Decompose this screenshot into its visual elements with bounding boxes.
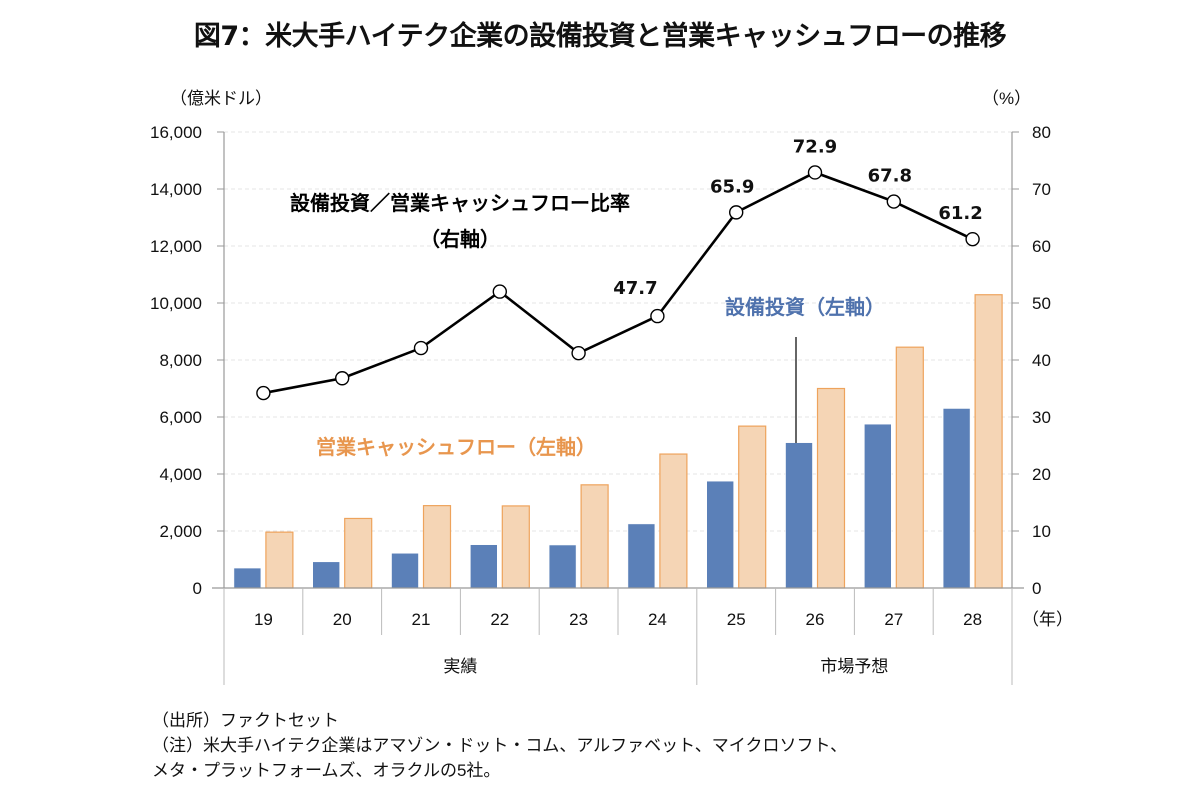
ratio-line-series <box>256 165 980 401</box>
ratio-marker <box>413 340 429 356</box>
left-axis-tick-label: 16,000 <box>150 123 202 142</box>
chart: 0 2,000 4,000 6,000 8,000 10,000 12,000 14,000 1… <box>150 89 1073 685</box>
ratio-data-label: 47.7 <box>613 278 657 299</box>
operating-cash-flow-bar <box>265 531 294 589</box>
ratio-marker <box>807 165 823 180</box>
ratio-marker <box>335 371 350 386</box>
footnotes: （出所）ファクトセット （注）米大手ハイテク企業はアマゾン・ドット・コム、アルフ… <box>152 708 847 783</box>
right-axis-unit-label: （%） <box>982 89 1031 108</box>
ratio-data-label: 67.8 <box>868 166 912 187</box>
ratio-series-annotation-axis: （右軸） <box>420 227 500 251</box>
capex-bar <box>548 544 577 589</box>
ratio-data-label: 72.9 <box>793 136 837 157</box>
capex-bar <box>469 544 498 589</box>
ocf-series-annotation: 営業キャッシュフロー（左軸） <box>316 435 596 459</box>
ratio-marker <box>492 284 507 299</box>
left-axis-tick-label: 2,000 <box>159 522 202 541</box>
capex-bar <box>233 567 262 589</box>
x-axis-unit-label: （年） <box>1022 610 1073 629</box>
operating-cash-flow-bar <box>501 505 530 589</box>
ratio-marker <box>256 385 271 401</box>
x-axis-tick-label: 23 <box>569 610 588 629</box>
x-axis-tick-label: 21 <box>412 610 431 629</box>
operating-cash-flow-bar <box>738 425 767 589</box>
x-axis-tick-label: 27 <box>884 610 903 629</box>
left-axis-tick-label: 10,000 <box>150 294 202 313</box>
right-axis-tick-label: 0 <box>1032 579 1041 598</box>
category-group-label: 市場予想 <box>820 657 888 676</box>
x-axis-tick-label: 22 <box>490 610 509 629</box>
operating-cash-flow-bar <box>580 484 609 589</box>
gridlines <box>224 131 1012 532</box>
ratio-marker <box>729 205 744 220</box>
ratio-marker <box>650 308 665 324</box>
right-axis-tick-label: 50 <box>1032 294 1051 313</box>
operating-cash-flow-bar <box>895 346 924 589</box>
left-axis-tick-label: 4,000 <box>159 465 202 484</box>
right-axis-tick-label: 80 <box>1032 123 1051 142</box>
x-axis-tick-label: 25 <box>727 610 746 629</box>
category-group-label: 実績 <box>443 657 477 676</box>
operating-cash-flow-bar <box>974 294 1003 589</box>
ratio-marker <box>965 231 980 247</box>
capex-bar <box>785 442 813 589</box>
bars <box>233 294 1003 589</box>
left-axis-tick-label: 8,000 <box>159 351 202 370</box>
ratio-marker <box>886 194 901 209</box>
capex-bar <box>627 523 656 589</box>
right-axis-tick-label: 20 <box>1032 465 1051 484</box>
capex-bar <box>391 552 419 589</box>
axes: 0 2,000 4,000 6,000 8,000 10,000 12,000 14,000 1… <box>150 89 1073 685</box>
x-axis-tick-label: 24 <box>648 610 667 629</box>
x-axis-tick-label: 19 <box>254 610 273 629</box>
capex-bar <box>312 561 341 589</box>
capex-bar <box>863 423 892 589</box>
ratio-data-label: 65.9 <box>710 176 754 197</box>
right-axis-tick-label: 30 <box>1032 408 1051 427</box>
right-axis-tick-label: 60 <box>1032 237 1051 256</box>
left-axis-tick-label: 6,000 <box>159 408 202 427</box>
left-axis-unit-label: （億米ドル） <box>170 89 272 108</box>
operating-cash-flow-bar <box>659 453 688 589</box>
note-line-2: メタ・プラットフォームズ、オラクルの5社。 <box>152 761 501 780</box>
capex-series-annotation: 設備投資（左軸） <box>725 295 885 319</box>
chart-title: 図7：米大手ハイテク企業の設備投資と営業キャッシュフローの推移 <box>193 21 1007 52</box>
capex-bar <box>942 408 971 589</box>
operating-cash-flow-bar <box>816 387 846 589</box>
left-axis-tick-label: 14,000 <box>150 180 202 199</box>
ratio-line <box>263 171 974 395</box>
x-axis-tick-label: 28 <box>963 610 982 629</box>
source-note: （出所）ファクトセット <box>152 711 339 730</box>
right-axis-tick-label: 70 <box>1032 180 1051 199</box>
x-axis-tick-label: 26 <box>806 610 825 629</box>
labels: 47.7 65.9 72.9 67.8 61.2 設備投資／営業キャッシュフロー比率 （右軸… <box>290 136 983 459</box>
left-axis-tick-label: 0 <box>193 579 202 598</box>
right-axis-tick-label: 10 <box>1032 522 1051 541</box>
operating-cash-flow-bar <box>344 517 373 589</box>
x-axis-tick-label: 20 <box>333 610 352 629</box>
right-axis-tick-label: 40 <box>1032 351 1051 370</box>
left-axis-tick-label: 12,000 <box>150 237 202 256</box>
capex-bar <box>706 480 735 589</box>
operating-cash-flow-bar <box>422 505 452 589</box>
note-line-1: （注）米大手ハイテク企業はアマゾン・ドット・コム、アルファベット、マイクロソフト… <box>152 736 848 755</box>
ratio-data-label: 61.2 <box>938 203 982 224</box>
ratio-series-annotation: 設備投資／営業キャッシュフロー比率 <box>290 191 630 215</box>
ratio-marker <box>571 345 586 361</box>
